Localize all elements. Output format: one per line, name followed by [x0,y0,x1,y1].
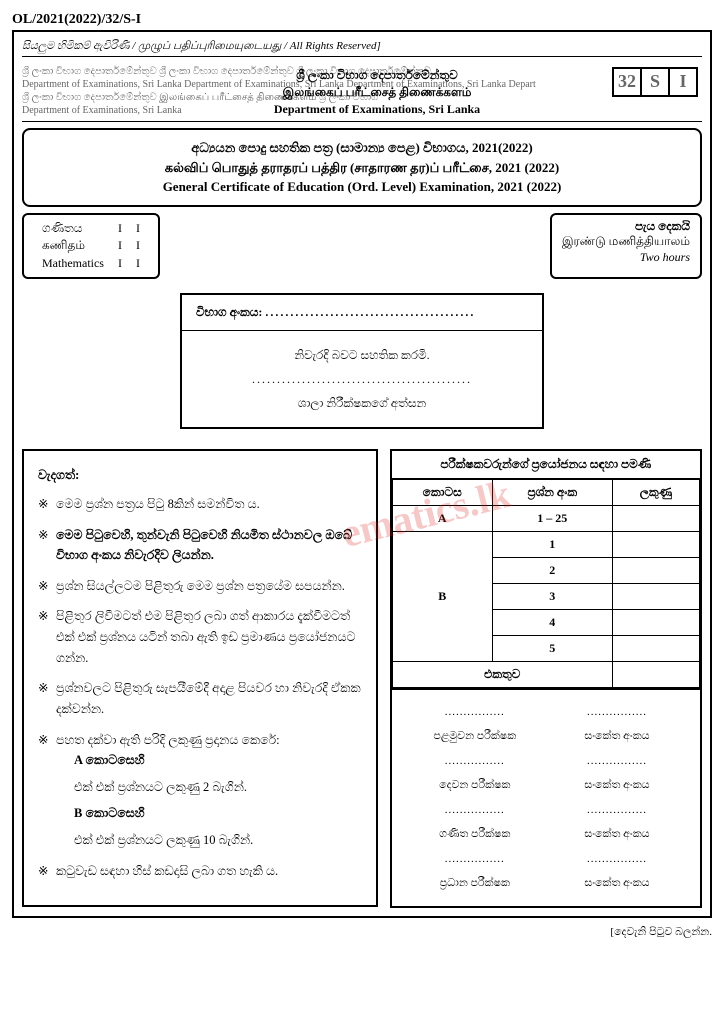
certification-block: නිවැරදි බවට සහතික කරමි. ................… [182,331,542,427]
title-si: අධ්‍යයන පොදු සහතික පත්‍ර (සාමාන්‍ය පෙළ) … [32,138,692,158]
instruction-item: ප්‍රශ්න සියල්ලටම පිළිතුරු මෙම ප්‍රශ්න පත… [38,576,362,597]
marks-cell [612,610,699,636]
marks-cell [612,558,699,584]
time-en: Two hours [562,250,690,266]
marks-box: පරීක්ෂකවරුන්ගේ ප්‍රයෝජනය සඳහා පමණි කොටස … [390,449,702,908]
code-label: සංකේත අංකය [546,779,688,792]
instruction-item: පිළිතුර ලිවීමටත් එම පිළිතුර ලබා ගත් ආකාර… [38,606,362,668]
instructions-box: වැදගත්: මෙම ප්‍රශ්න පත්‍රය පිටු 8කින් සම… [22,449,378,907]
examiner-section: ................................ පළමුවන … [392,688,700,906]
page-border: සියලුම හිමිකම් ඇවිරිණි / முழுப் பதிப்புர… [12,30,712,918]
instructions-head: වැදගත්: [38,465,362,486]
paper-code: OL/2021(2022)/32/S-I [12,12,712,28]
instruction-item: මෙම පිටුවෙහි, තුන්වැනි පිටුවෙහි නියමිත ස… [38,525,362,566]
q-num: 2 [492,558,612,584]
section-b-label: B කොටසෙහි [56,803,362,824]
section-a-label: A කොටසෙහි [56,750,362,771]
title-ta: கல்விப் பொதுத் தராதரப் பத்திர (சாதாரண தர… [32,158,692,178]
code-box: I [668,67,698,97]
instructions-list: මෙම ප්‍රශ්න පත්‍රය පිටු 8කින් සමන්විත ය.… [38,494,362,881]
dept-overlay: ශ්‍රී ලංකා විභාග දෙපාර්තමේන්තුව இலங்கைப்… [172,67,582,117]
dept-si: ශ්‍රී ලංකා විභාග දෙපාර්තමේන්තුව [172,67,582,84]
instruction-item: ප්‍රශ්නවලට පිළිතුරු සැපයීමේදී අදාළ පියවර… [38,678,362,719]
examiner-row: ................................ [400,700,692,724]
instruction-item: කටුවැඩ සඳහා හිස් කඩදාසි ලබා ගත හැකි ය. [38,861,362,882]
signature-dots: ........................................… [196,367,528,391]
exam-title: අධ්‍යයන පොදු සහතික පත්‍ර (සාමාන්‍ය පෙළ) … [22,128,702,207]
col-marks: ලකුණු [612,480,699,506]
time-si: පැය දෙකයි [562,219,690,235]
instruction-item: පහත දක්වා ඇති පරිදි ලකුණු ප්‍රදානය කෙරේ:… [38,730,362,851]
time-box: පැය දෙකයි இரண்டு மணித்தியாலம் Two hours [550,213,702,280]
exam-no-label: විභාග අංකය: [196,305,265,319]
dept-ta: இலங்கைப் பரீட்சைத் திணைக்களம் [172,84,582,101]
code-box: S [640,67,670,97]
code-label: සංකේත අංකය [546,730,688,743]
q-num: 1 [492,532,612,558]
code-box: 32 [612,67,642,97]
subject-ta: கணிதம் [36,238,110,254]
subject-en: Mathematics [36,256,110,272]
exam-no-dots: ........................................… [265,305,475,319]
instruction-item: මෙම ප්‍රශ්න පත්‍රය පිටු 8කින් සමන්විත ය. [38,494,362,515]
examiner-label: ප්‍රධාන පරීක්ෂක [404,877,546,890]
examiner-label: දෙවන පරීක්ෂක [404,779,546,792]
section-a-marks: එක් එක් ප්‍රශ්නයට ලකුණු 2 බැගින්. [56,777,362,798]
department-header: ශ්‍රී ලංකා විභාග දෙපාර්තමේන්තුව ශ්‍රී ලං… [22,61,702,122]
section-a-cell: A [392,506,492,532]
q-num: 5 [492,636,612,662]
dept-en: Department of Examinations, Sri Lanka [172,101,582,118]
examiner-label: පළමුවන පරීක්ෂක [404,730,546,743]
footer-note: [දෙවැනි පිටුව බලන්න. [12,926,712,939]
title-en: General Certificate of Education (Ord. L… [32,177,692,197]
marks-table: කොටස ප්‍රශ්න අංක ලකුණු A 1 – 25 B 1 2 3 … [392,479,700,688]
code-label: සංකේත අංකය [546,828,688,841]
cert-line1: නිවැරදි බවට සහතික කරමි. [196,343,528,367]
q-num: 4 [492,610,612,636]
code-boxes: 32 S I [614,67,698,97]
col-section: කොටස [392,480,492,506]
subject-si: ගණිතය [36,221,110,237]
time-ta: இரண்டு மணித்தியாலம் [562,234,690,250]
marks-cell [612,584,699,610]
examiner-label: ගණිත පරීක්ෂක [404,828,546,841]
marks-cell [612,532,699,558]
total-label: එකතුව [392,662,612,688]
section-b-cell: B [392,532,492,662]
exam-number-box: විභාග අංකය: ............................… [180,293,544,429]
code-label: සංකේත අංකය [546,877,688,890]
marks-title: පරීක්ෂකවරුන්ගේ ප්‍රයෝජනය සඳහා පමණි [392,451,700,479]
q-num: 3 [492,584,612,610]
col-question: ප්‍රශ්න අංක [492,480,612,506]
cert-line2: ශාලා නිරීක්ෂකගේ අත්සන [196,391,528,415]
total-cell [612,662,699,688]
exam-number-row: විභාග අංකය: ............................… [182,295,542,331]
q-range: 1 – 25 [492,506,612,532]
section-b-marks: එක් එක් ප්‍රශ්නයට ලකුණු 10 බැගින්. [56,830,362,851]
rights-reserved: සියලුම හිමිකම් ඇවිරිණි / முழுப் பதிப்புர… [22,40,702,57]
marks-cell [612,506,699,532]
subject-box: ගණිතයII கணிதம்II MathematicsII [22,213,160,280]
marks-cell [612,636,699,662]
